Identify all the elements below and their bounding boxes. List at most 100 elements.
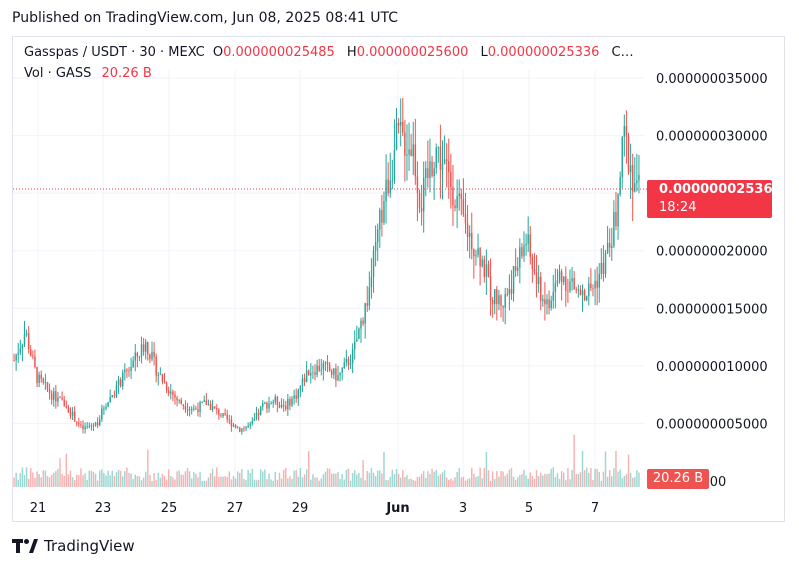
volume-bar: [268, 473, 270, 487]
candle-body: [71, 411, 74, 416]
candle-body: [631, 165, 634, 192]
candle-body: [40, 374, 42, 379]
volume-bar: [53, 472, 55, 487]
volume-bar: [188, 471, 191, 487]
candle-body: [201, 401, 203, 403]
candle-body: [308, 370, 310, 376]
candles[interactable]: [13, 97, 640, 435]
volume-bar: [69, 470, 72, 487]
volume-bar: [203, 480, 205, 487]
candle-body: [542, 299, 544, 301]
candle-body: [211, 406, 214, 410]
candle-body: [535, 272, 538, 285]
volume-bar: [92, 471, 95, 487]
candle-body: [617, 194, 619, 227]
volume-bar: [274, 471, 277, 487]
volume-bar: [585, 467, 588, 487]
volume-bar: [462, 476, 465, 487]
candle-body: [155, 356, 157, 376]
published-caption: Published on TradingView.com, Jun 08, 20…: [12, 10, 398, 26]
volume-bar: [236, 471, 239, 487]
volume-bar: [353, 470, 356, 487]
candle-body: [310, 373, 312, 376]
symbol-label[interactable]: Gasspas / USDT · 30 · MEXC: [24, 45, 205, 60]
candle-body: [552, 292, 554, 301]
tradingview-logo[interactable]: TradingView: [12, 537, 135, 555]
candle-body: [184, 406, 187, 410]
candle-body: [109, 396, 111, 403]
volume-bar: [414, 480, 417, 487]
candle-body: [531, 256, 534, 270]
volume-bar: [454, 477, 456, 487]
volume-bar: [165, 479, 168, 487]
volume-bar: [542, 475, 544, 487]
candle-body: [333, 368, 335, 375]
volume-bar: [554, 477, 557, 487]
candle-body: [330, 370, 333, 375]
volume-bar: [546, 474, 548, 487]
candle-body: [289, 399, 291, 406]
volume-bar: [598, 471, 600, 487]
volume-bar: [94, 473, 97, 487]
chart-frame: [12, 36, 785, 522]
volume-bar: [494, 478, 496, 487]
volume-bar: [303, 474, 306, 487]
volume-bar: [479, 467, 481, 487]
candle-body: [527, 234, 529, 244]
low-label: L: [480, 45, 488, 60]
candle-body: [339, 372, 341, 376]
volume-bar: [193, 472, 195, 487]
volume-bar: [358, 472, 360, 487]
candle-body: [429, 161, 431, 179]
candle-body: [76, 421, 78, 423]
candle-body: [176, 397, 178, 401]
candle-body: [475, 255, 477, 257]
candle-body: [142, 344, 145, 352]
candle-body: [117, 379, 120, 386]
volume-bar: [153, 473, 155, 487]
candle-body: [604, 253, 607, 274]
low-value: 0.000000025336: [487, 45, 600, 60]
candle-body: [379, 209, 381, 230]
volume-bar: [383, 451, 385, 487]
candle-body: [140, 344, 143, 357]
volume-bar: [531, 476, 534, 487]
volume-bar: [159, 477, 162, 487]
candle-body: [178, 399, 180, 401]
candle-body: [435, 147, 437, 169]
candle-body: [433, 168, 435, 176]
volume-bar: [211, 468, 214, 487]
candle-body: [272, 401, 274, 404]
volume-label[interactable]: Vol · GASS: [24, 66, 92, 81]
candle-body: [163, 381, 166, 383]
volume-bar: [552, 467, 554, 487]
volume-bar: [180, 474, 182, 487]
candle-body: [222, 413, 224, 417]
volume-bar: [285, 467, 287, 487]
volume-bar: [178, 470, 180, 487]
volume-bar: [416, 477, 419, 487]
candle-body: [567, 290, 569, 292]
candle-body: [218, 409, 220, 416]
volume-bar: [257, 479, 260, 487]
tradingview-logo-icon: [12, 539, 38, 553]
volume-bar: [621, 478, 623, 487]
volume-bar: [109, 475, 111, 487]
volume-bar: [517, 477, 519, 487]
candle-body: [448, 161, 450, 173]
x-tick-label: 5: [525, 501, 533, 516]
candle-body: [326, 362, 329, 365]
candle-body: [590, 283, 592, 289]
volume-bar: [433, 471, 435, 487]
volume-bar: [596, 468, 598, 487]
volume-bar: [305, 469, 308, 487]
volume-bar: [441, 472, 444, 487]
candle-body: [270, 403, 272, 404]
volume-bar: [205, 480, 208, 487]
x-tick-label: 25: [161, 501, 178, 516]
candle-body: [78, 422, 80, 425]
volume-bar: [387, 480, 389, 487]
volume-bar: [157, 472, 159, 487]
volume-bar: [167, 469, 170, 487]
volume-bar: [623, 475, 626, 487]
